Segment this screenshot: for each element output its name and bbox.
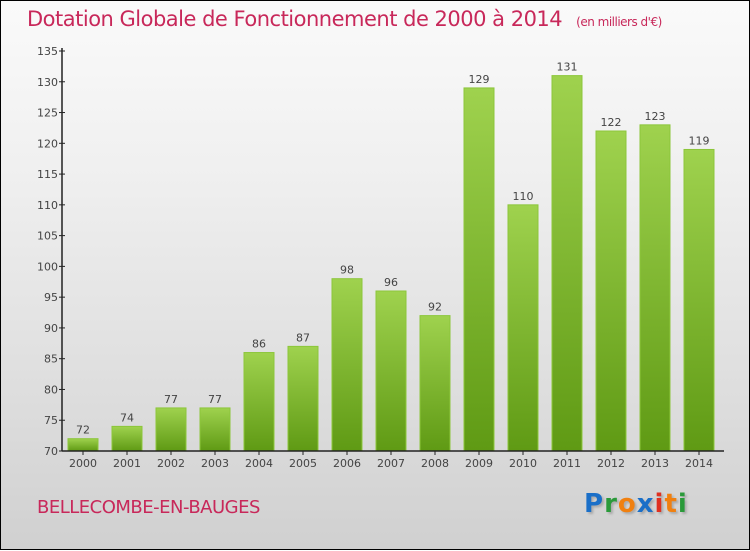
x-tick-label-2005: 2005 xyxy=(289,457,317,470)
logo-letter: x xyxy=(636,489,655,519)
x-tick-label-2012: 2012 xyxy=(597,457,625,470)
y-tick-label-105: 105 xyxy=(37,230,58,243)
x-tick-label-2002: 2002 xyxy=(157,457,185,470)
value-label-2004: 86 xyxy=(252,338,266,351)
bar-2013 xyxy=(639,124,671,452)
bar-2001 xyxy=(111,425,143,452)
logo-letter: i xyxy=(677,489,688,519)
chart-title: Dotation Globale de Fonctionnement de 20… xyxy=(27,7,662,31)
x-tick-label-2010: 2010 xyxy=(509,457,537,470)
value-label-2001: 74 xyxy=(120,411,134,424)
bar-2009 xyxy=(463,87,495,452)
x-tick-label-2001: 2001 xyxy=(113,457,141,470)
bar-2006 xyxy=(331,278,363,452)
x-tick-label-2006: 2006 xyxy=(333,457,361,470)
value-label-2000: 72 xyxy=(76,424,90,437)
logo-letter: t xyxy=(664,489,678,519)
value-label-2002: 77 xyxy=(164,393,178,406)
y-tick-label-135: 135 xyxy=(37,45,58,58)
x-tick-label-2008: 2008 xyxy=(421,457,449,470)
x-tick-label-2014: 2014 xyxy=(685,457,713,470)
value-label-2005: 87 xyxy=(296,331,310,344)
y-tick-label-110: 110 xyxy=(37,199,58,212)
x-tick-label-2000: 2000 xyxy=(69,457,97,470)
bar-2000 xyxy=(67,438,99,452)
y-tick-label-115: 115 xyxy=(37,168,58,181)
value-label-2012: 122 xyxy=(601,116,622,129)
title-text: Dotation Globale de Fonctionnement de 20… xyxy=(27,7,563,31)
value-label-2003: 77 xyxy=(208,393,222,406)
value-label-2013: 123 xyxy=(645,110,666,123)
x-tick-label-2004: 2004 xyxy=(245,457,273,470)
value-label-2009: 129 xyxy=(469,73,490,86)
x-tick-label-2011: 2011 xyxy=(553,457,581,470)
x-tick-label-2007: 2007 xyxy=(377,457,405,470)
y-tick-label-125: 125 xyxy=(37,107,58,120)
bar-2002 xyxy=(155,407,187,452)
value-label-2011: 131 xyxy=(557,61,578,74)
logo-letter: r xyxy=(604,489,618,519)
value-label-2014: 119 xyxy=(689,134,710,147)
bar-2012 xyxy=(595,130,627,452)
value-label-2007: 96 xyxy=(384,276,398,289)
commune-name: BELLECOMBE-EN-BAUGES xyxy=(37,497,260,518)
y-tick-label-70: 70 xyxy=(44,445,58,458)
y-tick-label-95: 95 xyxy=(44,291,58,304)
bar-2004 xyxy=(243,352,275,452)
y-tick-label-120: 120 xyxy=(37,137,58,150)
proxiti-logo: Proxiti xyxy=(584,489,688,519)
bar-2003 xyxy=(199,407,231,452)
logo-letter: o xyxy=(617,489,637,519)
x-tick-label-2009: 2009 xyxy=(465,457,493,470)
x-tick-label-2013: 2013 xyxy=(641,457,669,470)
y-tick-label-100: 100 xyxy=(37,260,58,273)
bar-2005 xyxy=(287,345,319,452)
bar-2007 xyxy=(375,290,407,452)
y-tick-label-75: 75 xyxy=(44,414,58,427)
logo-letter: i xyxy=(654,489,665,519)
y-tick-label-80: 80 xyxy=(44,383,58,396)
bar-2011 xyxy=(551,75,583,452)
bar-2008 xyxy=(419,315,451,452)
bar-2010 xyxy=(507,204,539,452)
logo-letter: P xyxy=(584,489,605,519)
y-tick-label-130: 130 xyxy=(37,76,58,89)
chart-subtitle: (en milliers d'€) xyxy=(576,15,662,29)
y-tick-label-85: 85 xyxy=(44,353,58,366)
value-label-2006: 98 xyxy=(340,264,354,277)
value-label-2010: 110 xyxy=(513,190,534,203)
bar-2014 xyxy=(683,148,715,452)
value-label-2008: 92 xyxy=(428,301,442,314)
x-tick-label-2003: 2003 xyxy=(201,457,229,470)
y-tick-label-90: 90 xyxy=(44,322,58,335)
